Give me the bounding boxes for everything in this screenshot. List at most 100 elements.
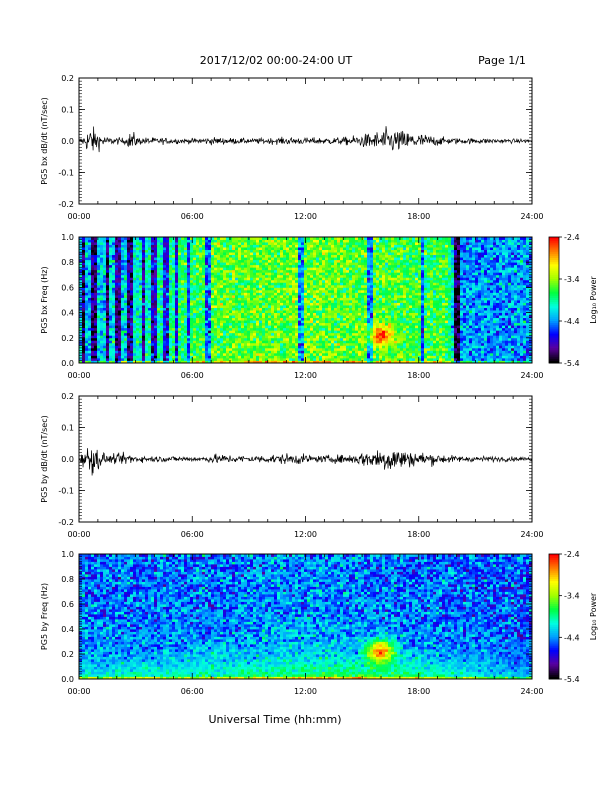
spectrogram-cell — [175, 345, 179, 349]
spectrogram-cell — [316, 307, 320, 311]
spectrogram-cell — [127, 307, 131, 311]
spectrogram-cell — [355, 257, 359, 261]
spectrogram-cell — [304, 242, 308, 245]
spectrogram-cell — [295, 252, 299, 256]
spectrogram-cell — [328, 257, 332, 261]
spectrogram-cell — [208, 345, 212, 349]
spectrogram-cell — [223, 307, 227, 311]
spectrogram-cell — [220, 244, 224, 248]
spectrogram-cell — [340, 287, 344, 291]
spectrogram-cell — [352, 257, 356, 261]
spectrogram-cell — [211, 269, 215, 273]
spectrogram-cell — [349, 350, 353, 354]
spectrogram-cell — [265, 322, 269, 326]
spectrogram-cell — [247, 282, 251, 286]
spectrogram-cell — [220, 307, 224, 311]
spectrogram-cell — [160, 244, 164, 248]
spectrogram-cell — [202, 317, 206, 321]
spectrogram-cell — [256, 259, 260, 263]
spectrogram-cell — [352, 355, 356, 359]
spectrogram-cell — [112, 264, 116, 268]
spectrogram-cell — [316, 355, 320, 359]
spectrogram-cell — [169, 302, 173, 306]
spectrogram-cell — [244, 332, 248, 336]
spectrogram-cell — [190, 327, 194, 331]
spectrogram-cell — [103, 257, 107, 261]
spectrogram-cell — [97, 305, 101, 308]
spectrogram-cell — [355, 352, 359, 356]
spectrogram-cell — [271, 244, 275, 248]
spectrogram-cell — [352, 237, 356, 240]
spectrogram-cell — [313, 335, 317, 339]
spectrogram-cell — [130, 355, 134, 359]
spectrogram-cell — [316, 352, 320, 356]
spectrogram-cell — [184, 297, 188, 301]
spectrogram-cell — [250, 307, 254, 311]
spectrogram-cell — [274, 289, 278, 293]
spectrogram-cell — [313, 242, 317, 245]
spectrogram-cell — [220, 327, 224, 331]
spectrogram-cell — [91, 284, 95, 288]
spectrogram-cell — [232, 297, 236, 301]
spectrogram-cell — [220, 237, 224, 240]
spectrogram-cell — [88, 305, 92, 308]
spectrogram-cell — [295, 335, 299, 339]
spectrogram-cell — [295, 284, 299, 288]
spectrogram-cell — [259, 252, 263, 256]
spectrogram-cell — [295, 347, 299, 351]
y-tick-label: 0.1 — [61, 106, 74, 115]
spectrogram-cell — [325, 317, 329, 321]
spectrogram-cell — [325, 274, 329, 278]
spectrogram-cell — [163, 322, 167, 326]
spectrogram-cell — [256, 312, 260, 316]
spectrogram-cell — [136, 282, 140, 286]
spectrogram-cell — [190, 335, 194, 339]
spectrogram-cell — [277, 312, 281, 316]
spectrogram-cell — [304, 257, 308, 261]
spectrogram-cell — [85, 355, 89, 359]
spectrogram-cell — [340, 269, 344, 273]
spectrogram-cell — [271, 352, 275, 356]
spectrogram-cell — [265, 244, 269, 248]
spectrogram-cell — [238, 272, 242, 276]
spectrogram-cell — [118, 302, 122, 306]
spectrogram-cell — [307, 345, 311, 349]
spectrogram-cell — [238, 257, 242, 261]
spectrogram-cell — [355, 254, 359, 258]
spectrogram-cell — [223, 254, 227, 258]
spectrogram-cell — [352, 282, 356, 286]
spectrogram-cell — [163, 350, 167, 354]
spectrogram-cell — [328, 269, 332, 273]
spectrogram-cell — [208, 264, 212, 268]
spectrogram-cell — [130, 239, 134, 243]
spectrogram-cell — [121, 302, 125, 306]
spectrogram-cell — [91, 252, 95, 256]
spectrogram-cell — [145, 294, 149, 298]
spectrogram-cell — [274, 337, 278, 341]
spectrogram-cell — [277, 355, 281, 359]
spectrogram-cell — [145, 244, 149, 248]
spectrogram-cell — [154, 277, 158, 281]
spectrogram-cell — [286, 244, 290, 248]
spectrogram-cell — [85, 252, 89, 256]
spectrogram-cell — [109, 322, 113, 326]
spectrogram-cell — [124, 262, 128, 266]
spectrogram-cell — [157, 315, 161, 319]
spectrogram-cell — [205, 282, 209, 286]
spectrogram-cell — [334, 305, 338, 308]
spectrogram-cell — [187, 289, 191, 293]
spectrogram-cell — [274, 300, 278, 303]
spectrogram-cell — [331, 360, 335, 364]
spectrogram-cell — [286, 300, 290, 303]
spectrogram-cell — [211, 302, 215, 306]
spectrogram-cell — [328, 242, 332, 245]
spectrogram-cell — [154, 262, 158, 266]
spectrogram-cell — [301, 307, 305, 311]
spectrogram-cell — [325, 287, 329, 291]
spectrogram-cell — [286, 284, 290, 288]
spectrogram-cell — [118, 267, 122, 271]
spectrogram-cell — [265, 305, 269, 308]
spectrogram-cell — [196, 345, 200, 349]
spectrogram-cell — [346, 267, 350, 271]
